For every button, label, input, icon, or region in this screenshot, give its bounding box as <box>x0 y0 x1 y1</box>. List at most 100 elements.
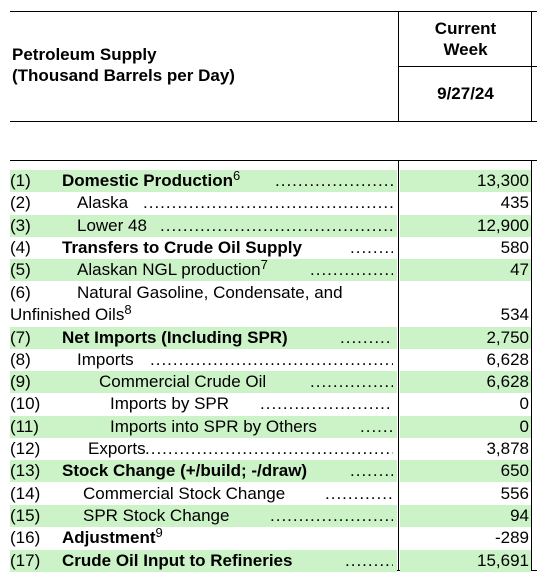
row-value: 94 <box>400 504 531 527</box>
row-label-cell: (17) Crude Oil Input to Refineries <box>10 549 397 572</box>
row-number: (4) <box>10 237 31 257</box>
dot-leader <box>145 438 393 460</box>
row-label: Alaska <box>77 192 128 214</box>
column-date: 9/27/24 <box>437 84 494 103</box>
footnote-marker: 6 <box>232 170 241 183</box>
row-value: 2,750 <box>400 326 531 349</box>
row-label: Commercial Stock Change <box>83 483 285 505</box>
row-label: Lower 48 <box>77 215 147 237</box>
row-value: 435 <box>500 193 529 213</box>
row-label: Imports into SPR by Others <box>110 416 317 438</box>
dot-leader <box>310 259 393 281</box>
row-value: 0 <box>400 415 531 438</box>
row-number: (15) <box>10 505 41 525</box>
row-label-cell: (12) Exports <box>10 438 397 460</box>
row-label-cell: (1) Domestic Production6 <box>10 170 397 192</box>
table-row: (12) Exports 3,878 <box>10 438 537 460</box>
header-bottom-border <box>10 121 537 122</box>
table-top-border <box>10 160 537 161</box>
title-line-1: Petroleum Supply <box>12 45 157 64</box>
row-label-cell: (13) Stock Change (+/build; -/draw) <box>10 460 397 483</box>
dot-leader <box>340 327 393 349</box>
table-row-continuation: (6) Natural Gasoline, Condensate, and <box>10 282 537 304</box>
row-label-text: Imports into SPR by Others <box>110 416 317 436</box>
row-label-text: Transfers to Crude Oil Supply <box>62 237 302 257</box>
row-label: Net Imports (Including SPR) <box>62 327 288 349</box>
row-value: 556 <box>500 483 529 503</box>
row-value: 15,691 <box>400 549 531 572</box>
row-label-text: Lower 48 <box>77 215 147 235</box>
dot-leader <box>345 550 393 572</box>
row-label-text: Unfinished Oils <box>10 304 125 324</box>
row-label-text: Crude Oil Input to Refineries <box>62 550 293 570</box>
column-header-line-1: Current <box>434 19 497 38</box>
column-header: Current Week <box>400 18 531 60</box>
row-number: (13) <box>10 461 41 481</box>
row-label-text: Net Imports (Including SPR) <box>62 327 288 347</box>
row-number: (2) <box>10 193 31 213</box>
row-label: Commercial Crude Oil <box>99 371 266 393</box>
row-label: Stock Change (+/build; -/draw) <box>62 460 307 482</box>
table-row: (8) Imports 6,628 <box>10 349 537 371</box>
row-label-text: Stock Change (+/build; -/draw) <box>62 461 308 481</box>
row-number: (17) <box>10 550 41 570</box>
table-row: (15) SPR Stock Change 94 <box>10 504 537 527</box>
dot-leader <box>325 483 393 505</box>
table-row: (17) Crude Oil Input to Refineries 15,691 <box>10 549 537 572</box>
footnote-marker: 8 <box>124 303 132 317</box>
table-row: (13) Stock Change (+/build; -/draw) 650 <box>10 460 537 483</box>
dot-leader <box>270 505 393 527</box>
row-label: Imports by SPR <box>110 393 229 415</box>
row-label-text: Commercial Stock Change <box>83 483 286 503</box>
row-label: Natural Gasoline, Condensate, and <box>77 282 343 302</box>
row-number: (5) <box>10 260 31 280</box>
row-number: (3) <box>10 215 31 235</box>
table-row: (11) Imports into SPR by Others 0 <box>10 415 537 438</box>
row-value: 12,900 <box>400 214 531 237</box>
row-number: (16) <box>10 528 41 548</box>
row-number: (10) <box>10 394 41 414</box>
table-row: Unfinished Oils8 534 <box>10 304 537 326</box>
row-label: Exports <box>88 438 146 460</box>
row-label: Alaskan NGL production7 <box>77 259 268 281</box>
row-label: Adjustment9 <box>62 527 163 549</box>
dot-leader <box>160 215 393 237</box>
title-line-2: (Thousand Barrels per Day) <box>12 66 235 85</box>
row-label-cell: (11) Imports into SPR by Others <box>10 415 397 438</box>
row-number: (1) <box>10 171 31 190</box>
row-label: Crude Oil Input to Refineries <box>62 550 292 572</box>
row-label-text: Imports <box>77 349 134 369</box>
table-right-border <box>531 160 532 570</box>
table-row: (2) Alaska 435 <box>10 192 537 214</box>
row-value: 534 <box>500 304 529 324</box>
footnote-marker: 9 <box>155 527 163 541</box>
dot-leader <box>143 192 393 214</box>
row-label-cell: (7) Net Imports (Including SPR) <box>10 326 397 349</box>
row-label-cell: (2) Alaska <box>10 192 397 214</box>
row-value: 650 <box>400 460 531 483</box>
table-row: (9) Commercial Crude Oil 6,628 <box>10 371 537 394</box>
dot-leader <box>150 349 393 371</box>
table-row: (16) Adjustment9 -289 <box>10 527 537 549</box>
row-label-text: Exports <box>88 439 146 458</box>
row-label-cell: (5) Alaskan NGL production7 <box>10 259 397 282</box>
row-label-cell: (3) Lower 48 <box>10 214 397 237</box>
row-label-cell: (14) Commercial Stock Change <box>10 483 397 505</box>
table-row: (5) Alaskan NGL production7 47 <box>10 259 537 282</box>
row-number: (14) <box>10 483 41 503</box>
row-number: (8) <box>10 349 31 369</box>
row-label-text: Commercial Crude Oil <box>99 372 267 392</box>
table-divider <box>398 160 399 570</box>
row-label-cell: Unfinished Oils8 <box>10 304 397 326</box>
dot-leader <box>350 460 393 482</box>
row-label-cell: (16) Adjustment9 <box>10 527 397 549</box>
row-label-text: Imports by SPR <box>110 394 230 414</box>
table-row: (4) Transfers to Crude Oil Supply 580 <box>10 237 537 259</box>
row-number: (11) <box>10 416 39 436</box>
dot-leader <box>310 371 393 393</box>
row-label: SPR Stock Change <box>83 505 229 527</box>
row-label: Imports <box>77 349 134 371</box>
row-value: 6,628 <box>400 371 531 394</box>
row-label-text: Alaskan NGL production <box>77 260 261 280</box>
dot-leader <box>260 393 393 415</box>
